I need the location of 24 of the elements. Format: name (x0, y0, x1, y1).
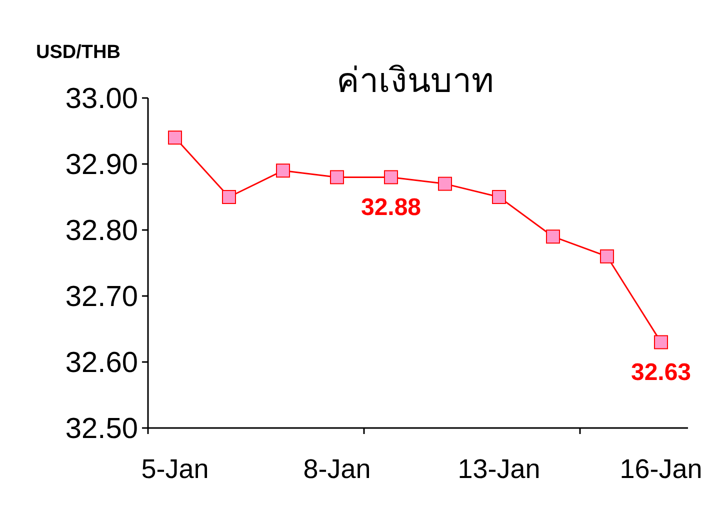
y-tick-label: 32.50 (65, 413, 138, 446)
data-label: 32.88 (360, 194, 422, 222)
x-tick-label: 13-Jan (458, 454, 540, 484)
x-tick-label: 5-Jan (141, 454, 209, 484)
y-tick-label: 32.80 (65, 215, 138, 248)
point (330, 170, 344, 184)
point (384, 170, 398, 184)
data-label: 32.63 (630, 359, 692, 386)
point (438, 176, 452, 191)
chart-title: ค่าเงินบาท (336, 61, 494, 101)
y-tick-label: 32.70 (65, 281, 138, 314)
y-axis-title: USD/THB (36, 42, 120, 63)
point (600, 249, 614, 264)
point (492, 190, 506, 204)
point (276, 164, 290, 178)
point (222, 190, 236, 204)
y-tick-label: 33.00 (65, 83, 138, 116)
point (546, 230, 560, 244)
point (168, 130, 182, 145)
y-tick-label: 32.90 (65, 149, 138, 182)
x-tick-label: 16-Jan (620, 454, 702, 484)
y-tick-label: 32.60 (65, 347, 138, 380)
point (654, 335, 668, 350)
x-tick-label: 8-Jan (303, 454, 371, 484)
